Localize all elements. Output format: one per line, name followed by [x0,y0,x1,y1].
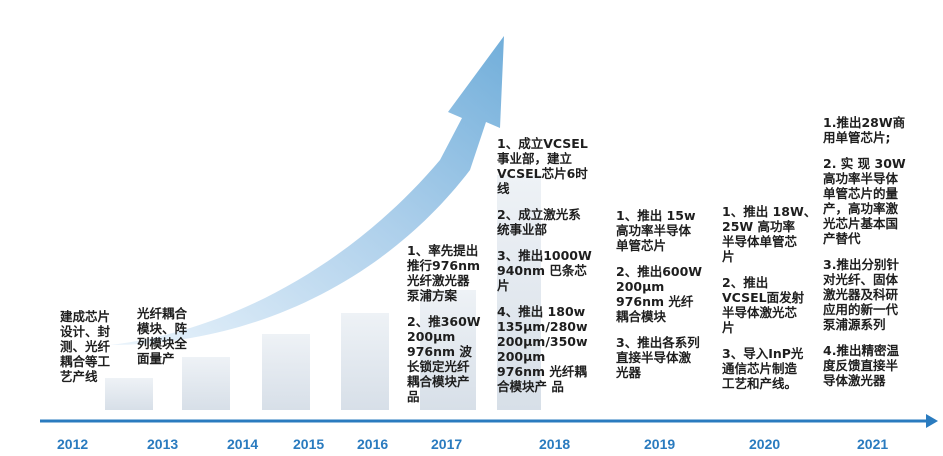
milestone-2019: 1、推出 15w 高功率半导体 单管芯片 2、推出600W 200μm 976n… [616,208,720,391]
bar-block-2013 [182,357,230,410]
milestone-2012-item: 建成芯片 设计、封 测、光纤 耦合等工 艺产线 [60,309,111,384]
milestone-2019-item-1: 1、推出 15w 高功率半导体 单管芯片 [616,208,696,253]
year-label-2018: 2018 [539,436,571,452]
milestone-2021: 1.推出28W商 用单管芯片; 2. 实 现 30W 高功率半导体 单管芯片的量… [823,115,927,399]
year-label-2021: 2021 [857,436,889,452]
year-label-2017: 2017 [431,436,463,452]
milestone-2020-item-1: 1、推出 18W、 25W 高功率 半导体单管芯 片 [722,204,817,264]
milestone-2019-item-3: 3、推出各系列 直接半导体激 光器 [616,335,700,380]
growth-arrow [110,36,504,345]
year-label-2012: 2012 [57,436,89,452]
milestone-2017-item-2: 2、推360W 200μm 976nm 波 长锁定光纤 耦合模块产 品 [407,314,481,404]
year-label-2015: 2015 [293,436,325,452]
milestone-2020: 1、推出 18W、 25W 高功率 半导体单管芯 片 2、推出 VCSEL面发射… [722,204,822,402]
milestone-2012: 建成芯片 设计、封 测、光纤 耦合等工 艺产线 [60,309,122,395]
year-label-2020: 2020 [749,436,781,452]
bar-block-2012 [105,378,153,410]
bar-block-2018 [497,175,541,410]
milestone-2018-item-1: 1、成立VCSEL 事业部，建立 VCSEL芯片6时 线 [497,136,588,196]
milestone-2017-item-1: 1、率先提出 推行976nm 光纤激光器 泵浦方案 [407,243,481,303]
milestone-2018-item-3: 3、推出1000W 940nm 巴条芯 片 [497,248,592,293]
milestone-2018-item-4: 4、推出 180w 135μm/280w 200μm/350w 200μm 97… [497,304,588,394]
milestone-2013-item: 光纤耦合 模块、阵 列模块全 面量产 [137,306,188,366]
bar-block-2016 [341,313,389,410]
milestone-2018-item-2: 2、成立激光系 统事业部 [497,207,581,237]
bar-block-2017 [420,290,476,410]
milestone-2020-item-3: 3、导入InP光 通信芯片制造 工艺和产线。 [722,346,804,391]
year-label-2019: 2019 [644,436,676,452]
year-label-2013: 2013 [147,436,179,452]
milestone-2021-item-3: 3.推出分别针 对光纤、固体 激光器及科研 应用的新一代 泵浦源系列 [823,257,899,332]
milestone-2013: 光纤耦合 模块、阵 列模块全 面量产 [137,306,205,377]
milestone-2021-item-4: 4.推出精密温 度反馈直接半 导体激光器 [823,343,899,388]
year-label-2016: 2016 [357,436,389,452]
timeline-arrowhead [926,414,938,428]
milestone-2017: 1、率先提出 推行976nm 光纤激光器 泵浦方案 2、推360W 200μm … [407,243,495,415]
milestone-2020-item-2: 2、推出 VCSEL面发射 半导体激光芯 片 [722,275,805,335]
milestone-2018: 1、成立VCSEL 事业部，建立 VCSEL芯片6时 线 2、成立激光系 统事业… [497,136,609,405]
milestone-2019-item-2: 2、推出600W 200μm 976nm 光纤 耦合模块 [616,264,703,324]
year-label-2014: 2014 [227,436,259,452]
bar-block-2015 [262,334,310,410]
milestone-2021-item-1: 1.推出28W商 用单管芯片; [823,115,906,145]
milestone-2021-item-2: 2. 实 现 30W 高功率半导体 单管芯片的量 产，高功率激 光芯片基本国 产… [823,156,906,246]
